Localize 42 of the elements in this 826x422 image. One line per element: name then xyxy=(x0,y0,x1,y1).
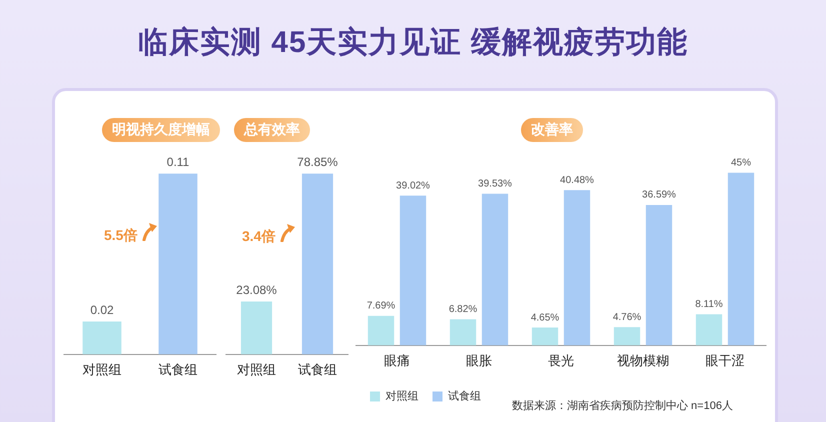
data-label: 0.11 xyxy=(166,155,190,169)
bar xyxy=(482,194,508,346)
chart-title: 改善率 xyxy=(521,118,583,142)
bar xyxy=(614,327,640,346)
legend-label: 对照组 xyxy=(386,390,418,403)
x-tick-label: 畏光 xyxy=(548,352,574,368)
data-label: 36.59% xyxy=(642,190,676,201)
annotation: 5.5倍 xyxy=(104,227,138,245)
x-tick-label: 眼痛 xyxy=(384,352,410,368)
data-label: 45% xyxy=(730,157,752,168)
data-label: 39.02% xyxy=(396,180,430,192)
chart-title: 明视持久度增幅 xyxy=(102,118,220,142)
data-label: 4.65% xyxy=(530,312,560,324)
x-tick-label: 试食组 xyxy=(298,362,337,377)
bar xyxy=(450,319,476,346)
x-tick-label: 试食组 xyxy=(158,362,198,377)
data-label: 4.76% xyxy=(612,312,642,323)
x-tick-label: 对照组 xyxy=(82,362,122,377)
x-tick-label: 眼胀 xyxy=(466,352,492,368)
data-label: 39.53% xyxy=(478,178,512,190)
data-label: 78.85% xyxy=(297,155,338,169)
x-tick-label: 眼干涩 xyxy=(706,352,744,368)
legend-label: 试食组 xyxy=(448,390,481,403)
x-tick-label: 对照组 xyxy=(237,362,276,377)
bar xyxy=(532,328,558,346)
x-tick-label: 视物模糊 xyxy=(617,352,669,368)
bar xyxy=(696,314,722,346)
text: 临床实测 45天实力见证 缓解视疲劳功能 xyxy=(136,25,690,61)
bar xyxy=(564,190,590,346)
bar xyxy=(646,204,672,346)
data-label: 40.48% xyxy=(560,174,594,186)
bar xyxy=(400,196,426,346)
data-label: 23.08% xyxy=(236,282,278,297)
data-label: 7.69% xyxy=(366,300,396,312)
data-label: 8.11% xyxy=(695,299,723,310)
chart-title: 总有效率 xyxy=(234,118,310,142)
annotation: 3.4倍 xyxy=(242,228,276,246)
bar xyxy=(368,316,394,346)
bar xyxy=(728,172,754,346)
data-label: 6.82% xyxy=(448,304,478,315)
source-note: 数据来源：湖南省疾病预防控制中心 n=106人 xyxy=(512,398,733,413)
data-label: 0.02 xyxy=(90,302,114,317)
